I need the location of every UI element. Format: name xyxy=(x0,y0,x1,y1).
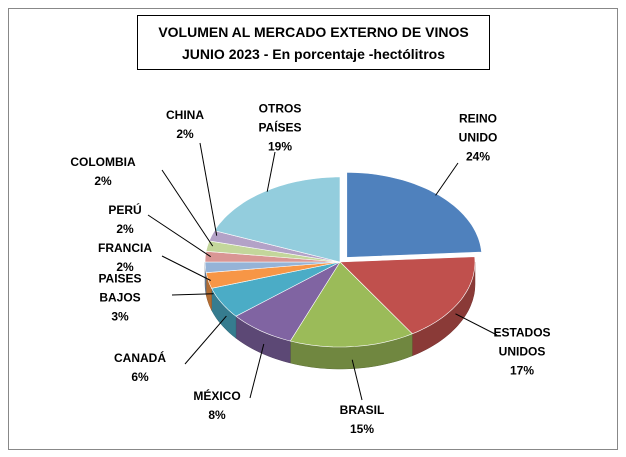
leader-line xyxy=(147,214,211,258)
data-label: PAISES BAJOS 3% xyxy=(98,270,141,327)
value-label: 2% xyxy=(176,127,194,141)
category-label: OTROS PAÍSES xyxy=(258,101,302,135)
chart-title: VOLUMEN AL MERCADO EXTERNO DE VINOS xyxy=(158,24,469,40)
value-label: 3% xyxy=(111,309,129,324)
category-label: PERÚ xyxy=(108,203,142,217)
value-label: 15% xyxy=(349,422,375,436)
data-label: COLOMBIA 2% xyxy=(70,153,135,191)
slice xyxy=(339,256,476,335)
data-label: ESTADOS UNIDOS 17% xyxy=(493,324,550,381)
leader-line xyxy=(249,343,265,399)
value-label: 8% xyxy=(208,408,226,422)
data-label: BRASIL 15% xyxy=(340,401,385,439)
category-label: MÉXICO xyxy=(193,389,241,403)
value-label: 2% xyxy=(94,174,112,188)
title-box: VOLUMEN AL MERCADO EXTERNO DE VINOS JUNI… xyxy=(137,15,490,70)
category-label: BRASIL xyxy=(339,403,385,417)
category-label: PAISES BAJOS xyxy=(98,271,142,305)
leader-line xyxy=(171,293,214,296)
data-label: PERÚ 2% xyxy=(108,201,141,239)
slice xyxy=(205,261,341,289)
value-label: 17% xyxy=(509,363,535,378)
category-label: REINO UNIDO xyxy=(458,111,498,145)
value-label: 19% xyxy=(267,139,293,154)
leader-line xyxy=(266,151,276,192)
category-label: CANADÁ xyxy=(114,351,166,365)
slice xyxy=(211,261,341,317)
chart-border xyxy=(8,8,618,450)
data-label: CHINA 2% xyxy=(166,106,204,144)
value-label: 6% xyxy=(131,370,149,384)
chart-subtitle: JUNIO 2023 - En porcentaje -hectólitros xyxy=(182,46,445,62)
category-label: CHINA xyxy=(166,108,204,122)
leader-line xyxy=(161,169,214,247)
leader-line xyxy=(435,162,459,196)
slice xyxy=(289,261,413,348)
category-label: FRANCIA xyxy=(98,241,152,255)
data-label: CANADÁ 6% xyxy=(114,349,166,387)
data-label: REINO UNIDO 24% xyxy=(459,110,498,167)
slice xyxy=(214,176,341,263)
leader-line xyxy=(184,315,227,365)
slice xyxy=(346,172,482,258)
category-label: COLOMBIA xyxy=(70,155,136,169)
value-label: 2% xyxy=(116,222,134,236)
leader-line xyxy=(199,142,218,236)
data-label: MÉXICO 8% xyxy=(193,387,240,425)
leader-line xyxy=(351,359,363,401)
value-label: 24% xyxy=(465,149,491,164)
value-label: 2% xyxy=(116,260,134,274)
data-label: FRANCIA 2% xyxy=(98,239,152,277)
category-label: ESTADOS UNIDOS xyxy=(493,325,551,359)
leader-line xyxy=(161,255,211,281)
leader-line xyxy=(455,313,498,336)
data-label: OTROS PAÍSES 19% xyxy=(258,100,301,157)
slice xyxy=(235,261,341,342)
